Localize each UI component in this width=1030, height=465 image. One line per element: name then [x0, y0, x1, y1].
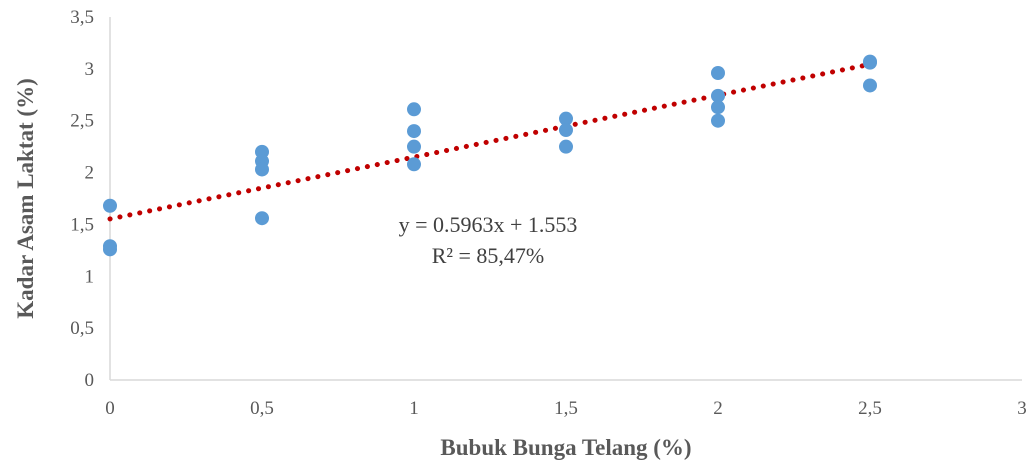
y-tick-labels: 0 0,5 1 1,5 2 2,5 3 3,5 [70, 7, 94, 391]
y-tick-label: 2,5 [70, 111, 94, 132]
trendline-equation: y = 0.5963x + 1.553 [399, 212, 578, 237]
y-axis-title: Kadar Asam Laktat (%) [13, 78, 38, 318]
x-tick-label: 2 [713, 398, 723, 419]
y-tick-label: 0 [85, 370, 95, 391]
y-tick-label: 2 [85, 163, 95, 184]
data-point [559, 139, 573, 154]
data-points [103, 54, 877, 257]
data-point [407, 139, 421, 154]
data-point [711, 66, 725, 81]
data-point [711, 113, 725, 128]
data-point [559, 123, 573, 138]
x-tick-label: 0,5 [250, 398, 274, 419]
trendline [107, 61, 873, 222]
trendline-r-squared: R² = 85,47% [432, 243, 545, 268]
axes [109, 17, 1022, 381]
x-tick-label: 3 [1017, 398, 1027, 419]
data-point [103, 242, 117, 257]
data-point [255, 211, 269, 226]
data-point [255, 162, 269, 177]
data-point [103, 198, 117, 213]
data-point [863, 78, 877, 93]
data-point [863, 55, 877, 70]
x-axis-title: Bubuk Bunga Telang (%) [440, 435, 691, 460]
data-point [711, 100, 725, 115]
y-tick-label: 3 [85, 59, 95, 80]
x-tick-label: 1,5 [554, 398, 578, 419]
x-tick-labels: 0 0,5 1 1,5 2 2,5 3 [105, 398, 1027, 419]
data-point [407, 157, 421, 172]
x-tick-label: 0 [105, 398, 115, 419]
trendline-group [107, 61, 873, 222]
x-tick-label: 2,5 [858, 398, 882, 419]
x-tick-label: 1 [409, 398, 419, 419]
data-point [559, 111, 573, 126]
y-tick-label: 3,5 [70, 7, 94, 28]
y-tick-label: 0,5 [70, 318, 94, 339]
data-point [407, 102, 421, 117]
data-point [407, 124, 421, 139]
y-tick-label: 1 [85, 266, 95, 287]
y-tick-label: 1,5 [70, 214, 94, 235]
data-point [711, 88, 725, 103]
